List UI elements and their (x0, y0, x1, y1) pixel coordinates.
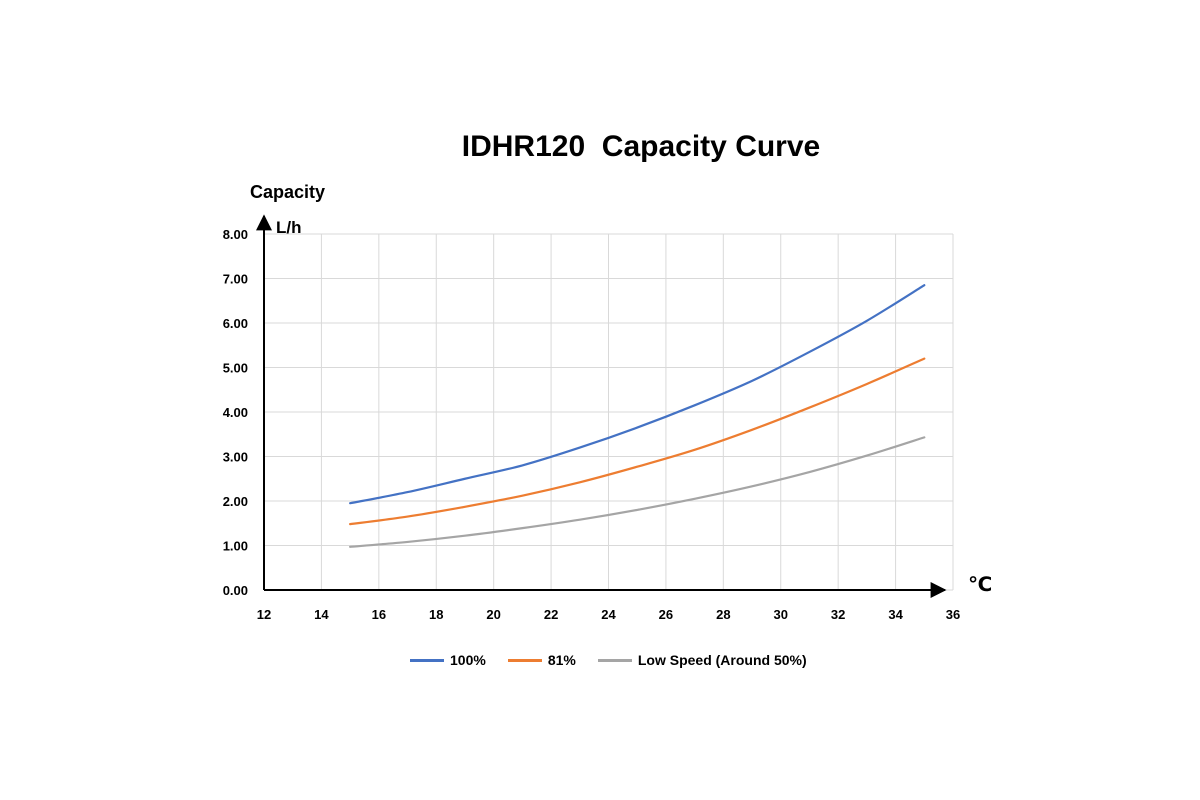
tick-labels: 12 14 16 18 20 22 24 26 28 30 32 34 36 0.00 1.00 2.00 3.… (223, 227, 961, 622)
x-tick-label: 30 (774, 607, 788, 622)
legend-item: 81% (507, 652, 576, 668)
grid (263, 233, 954, 591)
legend-swatch (410, 658, 444, 662)
y-tick-label: 2.00 (223, 494, 248, 509)
legend-label: 100% (450, 652, 486, 668)
legend-item: Low Speed (Around 50%) (597, 652, 807, 668)
y-tick-label: 4.00 (223, 405, 248, 420)
x-tick-label: 32 (831, 607, 845, 622)
legend-swatch (597, 658, 632, 662)
series-line-81-percent (349, 357, 926, 526)
series-lines (349, 284, 926, 548)
legend-swatch (507, 658, 542, 662)
x-tick-label: 24 (601, 607, 616, 622)
y-tick-label: 1.00 (223, 539, 248, 554)
series-line-100-percent (349, 284, 926, 505)
y-tick-label: 3.00 (223, 450, 248, 465)
y-axis-unit: L/h (276, 218, 302, 237)
x-tick-label: 16 (372, 607, 386, 622)
x-tick-label: 26 (659, 607, 673, 622)
legend-item: 100% (410, 652, 486, 668)
x-tick-label: 22 (544, 607, 558, 622)
chart-title: IDHR120 Capacity Curve (461, 130, 821, 163)
axes (256, 214, 947, 598)
x-tick-label: 20 (486, 607, 500, 622)
y-tick-label: 0.00 (223, 583, 248, 598)
x-tick-label: 18 (429, 607, 443, 622)
legend-label: 81% (547, 652, 576, 668)
y-tick-label: 8.00 (223, 227, 248, 242)
x-tick-label: 28 (716, 607, 730, 622)
legend: 100% 81% Low Speed (Around 50%) (410, 652, 829, 668)
x-tick-label: 14 (314, 607, 329, 622)
x-tick-label: 34 (888, 607, 903, 622)
legend-label: Low Speed (Around 50%) (637, 652, 807, 668)
series-line-low-speed (349, 436, 926, 548)
y-tick-label: 6.00 (223, 316, 248, 331)
x-tick-label: 36 (946, 607, 960, 622)
y-tick-label: 7.00 (223, 272, 248, 287)
x-tick-label: 12 (257, 607, 271, 622)
y-axis-label: Capacity (250, 182, 326, 202)
y-tick-label: 5.00 (223, 361, 248, 376)
x-axis-unit: ℃ (968, 574, 993, 596)
